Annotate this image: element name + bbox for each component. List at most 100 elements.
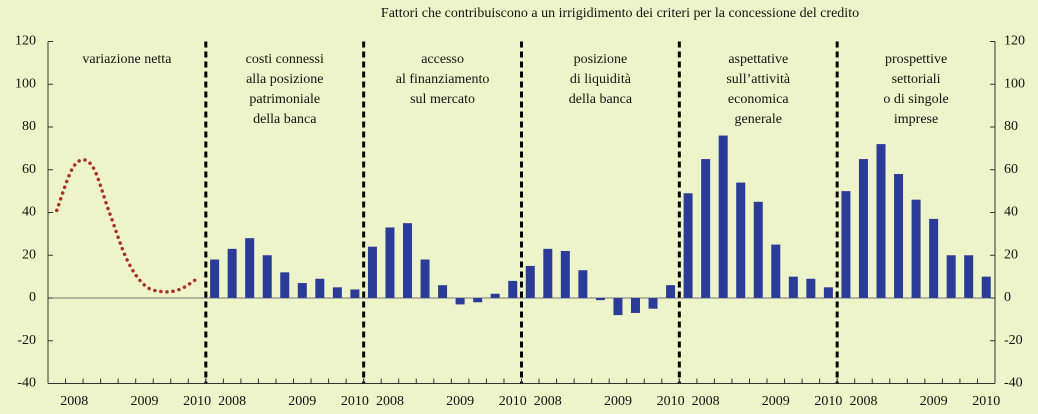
panel-title: patrimoniale xyxy=(249,92,320,107)
panel-title: aspettative xyxy=(728,52,788,67)
x-tick-label: 2008 xyxy=(376,394,404,409)
bar xyxy=(595,298,605,301)
bar xyxy=(473,298,483,303)
panel-title: economica xyxy=(728,92,789,107)
x-tick-label: 2008 xyxy=(849,394,877,409)
y-tick-label: -20 xyxy=(17,333,36,348)
panel-title: posizione xyxy=(574,52,628,67)
y2-tick-label: 20 xyxy=(1004,247,1018,262)
bar xyxy=(701,159,711,298)
x-tick-label: 2010 xyxy=(499,394,527,409)
bar xyxy=(929,218,939,298)
x-tick-label: 2010 xyxy=(657,394,685,409)
bar xyxy=(613,298,623,316)
x-tick-label: 2008 xyxy=(218,394,246,409)
y-tick-label: 40 xyxy=(22,205,36,220)
bar xyxy=(280,272,290,298)
panel-title: prospettive xyxy=(885,52,947,67)
panel-title: o di singole xyxy=(883,92,948,107)
y-tick-label: 0 xyxy=(29,290,36,305)
bar xyxy=(438,285,448,298)
bar xyxy=(788,276,798,298)
panel-title: al finanziamento xyxy=(396,72,490,87)
panel-title: della banca xyxy=(253,112,317,127)
panel-title: imprese xyxy=(894,112,938,127)
x-tick-label: 2009 xyxy=(920,394,948,409)
bar xyxy=(420,259,430,298)
panel-title: di liquidità xyxy=(570,72,632,87)
bar xyxy=(210,259,220,298)
bar xyxy=(490,293,500,298)
bar xyxy=(630,298,640,313)
bar xyxy=(332,287,342,298)
x-tick-label: 2010 xyxy=(183,394,211,409)
bar xyxy=(806,278,816,298)
bar xyxy=(946,255,956,298)
x-tick-label: 2009 xyxy=(130,394,158,409)
panel-title: sul mercato xyxy=(410,92,475,107)
bar xyxy=(385,227,395,298)
bar xyxy=(245,238,255,298)
y2-tick-label: -20 xyxy=(1004,333,1023,348)
x-tick-label: 2009 xyxy=(446,394,474,409)
x-tick-label: 2009 xyxy=(604,394,632,409)
y-tick-label: 60 xyxy=(22,162,36,177)
x-tick-label: 2009 xyxy=(288,394,316,409)
bar xyxy=(858,159,868,298)
bar xyxy=(560,250,570,298)
bar xyxy=(841,191,851,298)
bar xyxy=(262,255,272,298)
bar xyxy=(403,223,413,298)
panel-title: generale xyxy=(735,112,782,127)
y-tick-label: 20 xyxy=(22,247,36,262)
y2-tick-label: -40 xyxy=(1004,376,1023,391)
bar xyxy=(455,298,465,305)
line xyxy=(55,157,199,294)
bar xyxy=(911,199,921,298)
panel-title: sull’attività xyxy=(726,72,791,87)
y-tick-label: 80 xyxy=(22,119,36,134)
chart-title: Fattori che contribuiscono a un irrigidi… xyxy=(381,6,859,21)
bar xyxy=(683,193,693,298)
y2-tick-label: 40 xyxy=(1004,205,1018,220)
panel-title: della banca xyxy=(569,92,633,107)
bar xyxy=(894,174,904,298)
bar xyxy=(718,135,728,298)
x-tick-label: 2008 xyxy=(692,394,720,409)
bar xyxy=(543,248,553,298)
bar xyxy=(315,278,325,298)
bar xyxy=(297,283,307,298)
panel-title: costi connessi xyxy=(246,52,324,67)
x-tick-label: 2009 xyxy=(762,394,790,409)
y2-tick-label: 100 xyxy=(1004,76,1025,91)
y-tick-label: 120 xyxy=(15,34,36,49)
bar xyxy=(964,255,974,298)
bar xyxy=(525,265,535,298)
bar xyxy=(736,182,746,298)
y-tick-label: 100 xyxy=(15,76,36,91)
bar xyxy=(578,270,588,298)
y2-tick-label: 0 xyxy=(1004,290,1011,305)
y2-tick-label: 60 xyxy=(1004,162,1018,177)
bar xyxy=(753,201,763,298)
y2-tick-label: 120 xyxy=(1004,34,1025,49)
x-tick-label: 2010 xyxy=(814,394,842,409)
panel-title: alla posizione xyxy=(246,72,323,87)
bar xyxy=(876,144,886,298)
panel-title: variazione netta xyxy=(82,52,172,67)
panel-title: accesso xyxy=(421,52,464,67)
bar xyxy=(227,248,237,298)
x-tick-label: 2008 xyxy=(60,394,88,409)
bar xyxy=(981,276,991,298)
bar xyxy=(350,289,360,298)
bar xyxy=(367,246,377,298)
bar xyxy=(508,280,518,298)
y2-tick-label: 80 xyxy=(1004,119,1018,134)
x-tick-label: 2010 xyxy=(341,394,369,409)
panel-title: settoriali xyxy=(892,72,941,87)
x-tick-label: 2010 xyxy=(972,394,1000,409)
bar xyxy=(648,298,658,309)
x-tick-label: 2008 xyxy=(534,394,562,409)
bar xyxy=(823,287,833,298)
